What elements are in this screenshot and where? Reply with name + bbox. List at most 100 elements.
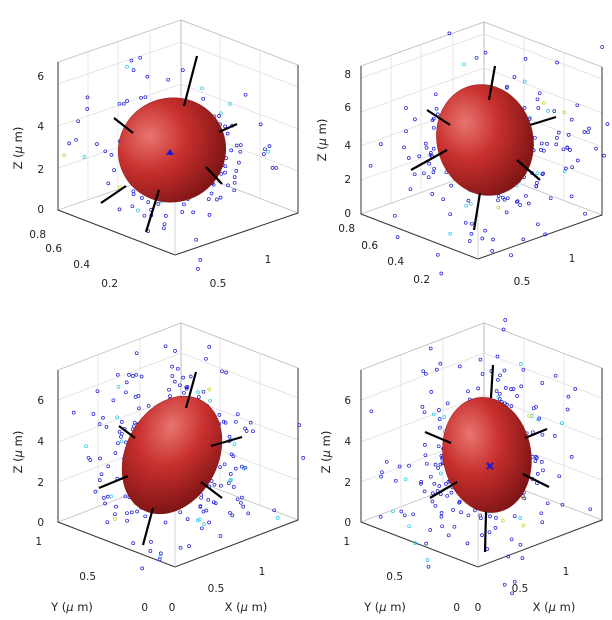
scatter-point — [447, 31, 452, 36]
scatter-point — [570, 165, 575, 170]
scatter-point — [235, 497, 240, 502]
scatter-point — [135, 509, 139, 514]
scatter-point — [434, 367, 439, 372]
scatter-point — [172, 379, 177, 384]
scatter-point — [430, 118, 435, 122]
scatter-point — [546, 109, 551, 113]
scatter-point — [201, 389, 206, 394]
scatter-point — [440, 524, 444, 529]
scatter-point — [523, 57, 528, 61]
scatter-point — [180, 68, 185, 72]
scatter-point — [553, 373, 558, 378]
scatter-point — [412, 172, 417, 177]
scatter-point — [496, 198, 500, 203]
scatter-point — [109, 153, 114, 157]
y-tick-0.2: 0.2 — [413, 274, 430, 286]
scatter-point — [129, 510, 134, 515]
scatter-point — [194, 237, 199, 242]
scatter-point — [498, 373, 502, 378]
scatter-point — [139, 374, 144, 379]
scatter-point — [97, 422, 102, 426]
scatter-point — [199, 526, 204, 531]
scatter-point — [222, 462, 227, 467]
scatter-point — [206, 197, 211, 201]
scatter-point — [213, 501, 218, 506]
scatter-point — [197, 517, 202, 522]
scatter-point — [238, 149, 243, 154]
scatter-point — [164, 214, 168, 218]
scatter-point — [103, 501, 107, 506]
scatter-point — [535, 472, 540, 476]
scatter-point — [187, 544, 191, 548]
scatter-point — [262, 152, 266, 156]
scatter-point — [560, 421, 564, 425]
scatter-point — [218, 465, 222, 469]
scatter-point — [452, 524, 457, 529]
scatter-point — [220, 369, 224, 374]
scatter-point — [424, 461, 429, 466]
scatter-point — [138, 55, 143, 60]
scatter-point — [424, 541, 429, 546]
y-axis-label: Y (μ m) — [50, 600, 93, 614]
scatter-point — [98, 456, 102, 461]
scatter-point — [433, 92, 438, 97]
scatter-point — [149, 540, 153, 544]
scatter-point — [433, 503, 438, 508]
scatter-point — [539, 148, 543, 152]
scatter-point — [531, 406, 536, 411]
scatter-point — [175, 366, 180, 371]
scatter-point — [541, 468, 545, 473]
scatter-point — [437, 484, 442, 488]
z-tick-6: 6 — [344, 102, 351, 114]
scatter-point — [462, 62, 466, 67]
scatter-point — [402, 513, 407, 518]
scatter-point — [423, 141, 428, 146]
scatter-point — [541, 171, 545, 176]
z-tick-4: 4 — [344, 140, 351, 152]
scatter-point — [512, 579, 517, 584]
scatter-point — [438, 425, 442, 430]
scatter-point — [99, 472, 104, 477]
scatter-point — [496, 377, 500, 382]
scatter-point — [536, 417, 541, 422]
scatter-point — [148, 549, 153, 553]
scatter-point — [594, 146, 598, 151]
scatter-point — [438, 471, 443, 476]
scatter-point — [224, 370, 228, 375]
scatter-point — [428, 151, 433, 155]
y-tick-1: 1 — [35, 536, 42, 548]
scatter-point — [426, 564, 431, 569]
scatter-point — [518, 542, 523, 547]
scatter-point — [235, 412, 240, 417]
scatter-point — [518, 203, 522, 207]
tick-labels: 0 2 4 6 1 0.5 0 0 0.5 1 — [35, 395, 265, 614]
scatter-point — [565, 407, 570, 412]
y-tick-0.8: 0.8 — [29, 229, 46, 241]
scatter-point — [509, 404, 514, 408]
z-tick-6: 6 — [37, 395, 44, 407]
scatter-point — [430, 491, 435, 496]
scatter-point — [95, 142, 99, 146]
scatter-point — [423, 371, 428, 376]
scatter-point — [206, 497, 211, 502]
scatter-point — [487, 530, 492, 535]
y-tick-0.8: 0.8 — [338, 223, 355, 235]
scatter-point — [263, 147, 267, 152]
z-axis-label: Z (μ m) — [319, 431, 333, 474]
scatter-point — [431, 125, 436, 130]
scatter-point — [211, 182, 216, 187]
scatter-point — [173, 349, 177, 353]
scatter-point — [406, 156, 411, 160]
scatter-point — [548, 196, 553, 201]
scatter-point — [428, 528, 433, 532]
scatter-point — [125, 65, 129, 69]
scatter-point — [431, 412, 436, 417]
z-tick-0: 0 — [344, 517, 351, 529]
scatter-point — [521, 237, 526, 242]
scatter-point — [535, 171, 540, 176]
scatter-point — [62, 153, 67, 158]
scatter-point — [105, 494, 110, 499]
scatter-point — [97, 478, 102, 482]
scatter-point — [86, 455, 91, 460]
scatter-point — [384, 459, 389, 464]
